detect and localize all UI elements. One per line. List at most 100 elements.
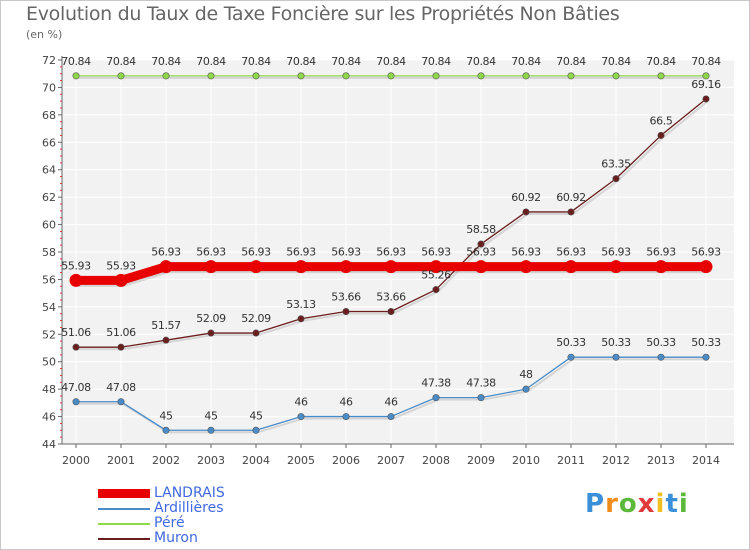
data-label: 46 [294,396,308,409]
data-point [249,260,263,274]
data-point [657,72,665,80]
data-point [612,72,620,80]
data-label: 51.06 [106,326,136,339]
data-point [699,260,713,274]
data-point [162,336,170,344]
x-tick-label: 2010 [512,454,540,467]
data-point [207,72,215,80]
data-label: 70.84 [196,55,226,68]
y-tick-label: 44 [42,438,56,451]
data-point [117,343,125,351]
x-tick-label: 2012 [602,454,630,467]
data-label: 70.84 [151,55,181,68]
data-point [657,353,665,361]
data-point [114,273,128,287]
legend-item: Péré [98,516,225,531]
chart-title: Evolution du Taux de Taxe Foncière sur l… [26,3,620,25]
y-tick-label: 62 [42,191,56,204]
logo-letter: r [605,489,619,519]
legend-item: Ardillières [98,501,225,516]
data-point [252,426,260,434]
y-tick-label: 68 [42,109,56,122]
data-point [297,315,305,323]
logo-letter: i [678,489,689,519]
data-label: 69.16 [691,78,721,91]
data-point [612,353,620,361]
y-tick-label: 48 [42,383,56,396]
data-point [429,260,443,274]
data-label: 70.84 [511,55,541,68]
data-label: 45 [159,409,173,422]
data-label: 70.84 [376,55,406,68]
data-point [207,426,215,434]
data-label: 45 [204,409,218,422]
data-label: 70.84 [331,55,361,68]
data-point [477,72,485,80]
data-point [477,240,485,248]
legend-swatch [98,522,150,525]
proxiti-logo[interactable]: Proxiti [585,489,689,519]
data-point [69,273,83,287]
data-label: 46 [339,396,353,409]
data-point [654,260,668,274]
y-tick-label: 66 [42,136,56,149]
legend-label: Péré [154,515,185,531]
data-point [567,208,575,216]
logo-letter: x [637,489,656,519]
data-point [522,208,530,216]
data-point [72,398,80,406]
data-label: 55.93 [106,259,136,272]
data-label: 56.93 [151,246,181,259]
data-point [522,72,530,80]
y-tick-label: 52 [42,328,56,341]
data-label: 52.09 [196,312,226,325]
y-tick-label: 64 [42,164,56,177]
data-point [477,394,485,402]
data-label: 70.84 [646,55,676,68]
data-label: 53.66 [331,291,361,304]
data-point [252,72,260,80]
data-point [432,286,440,294]
data-label: 47.38 [421,377,451,390]
data-label: 47.38 [466,377,496,390]
data-label: 56.93 [286,246,316,259]
x-tick-label: 2003 [197,454,225,467]
y-axis-unit-label: (en %) [26,28,63,41]
legend-swatch [98,489,150,498]
data-point [519,260,533,274]
logo-letter: t [665,489,679,519]
data-point [567,353,575,361]
data-label: 53.66 [376,291,406,304]
data-point [702,353,710,361]
x-tick-label: 2008 [422,454,450,467]
data-label: 70.84 [241,55,271,68]
data-point [342,72,350,80]
data-label: 50.33 [601,336,631,349]
x-tick-label: 2007 [377,454,405,467]
data-label: 70.84 [61,55,91,68]
data-label: 70.84 [691,55,721,68]
data-point [204,260,218,274]
data-label: 58.58 [466,223,496,236]
data-label: 66.5 [650,114,673,127]
data-label: 55.93 [61,259,91,272]
data-point [522,385,530,393]
data-label: 56.93 [241,246,271,259]
data-label: 56.93 [646,246,676,259]
data-label: 70.84 [601,55,631,68]
data-point [474,260,488,274]
logo-letter: i [655,489,666,519]
data-point [564,260,578,274]
data-label: 70.84 [286,55,316,68]
data-point [609,260,623,274]
data-label: 55.26 [421,269,451,282]
data-point [339,260,353,274]
x-tick-label: 2009 [467,454,495,467]
data-point [702,72,710,80]
data-label: 56.93 [601,246,631,259]
logo-letter: o [618,489,638,519]
x-tick-label: 2006 [332,454,360,467]
data-label: 56.93 [331,246,361,259]
data-point [432,394,440,402]
data-point [297,72,305,80]
